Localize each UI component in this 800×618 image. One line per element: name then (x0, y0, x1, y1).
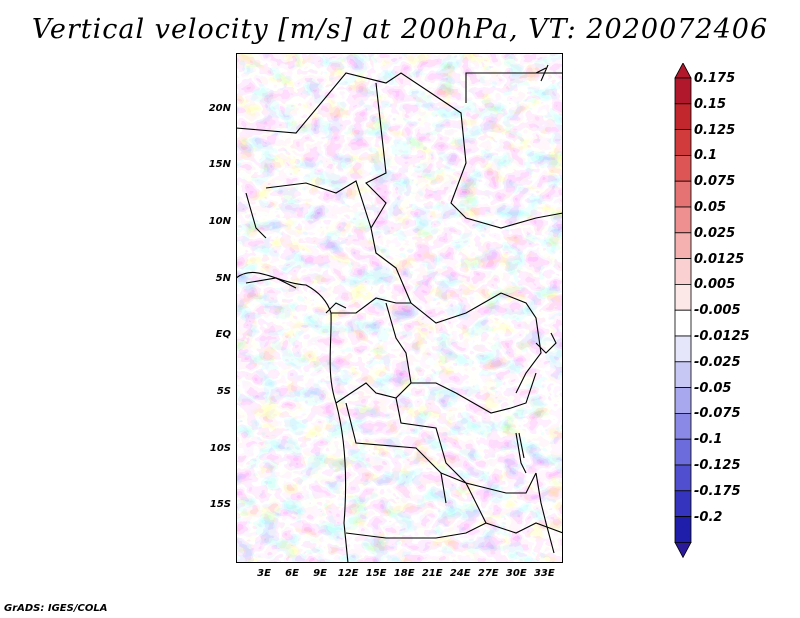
colorbar-segment (674, 283, 692, 311)
colorbar-segment (674, 103, 692, 130)
colorbar-level-label: 0.05 (694, 200, 727, 215)
grads-credit: GrADS: IGES/COLA (4, 603, 108, 614)
colorbar-segment (674, 155, 692, 182)
vertical-velocity-map (236, 53, 563, 563)
colorbar-level-label: -0.0125 (694, 329, 750, 344)
colorbar-level-label: -0.05 (694, 380, 732, 396)
colorbar-level-label: 0.005 (694, 277, 736, 293)
colorbar-level-label: -0.075 (694, 406, 741, 422)
colorbar (674, 63, 692, 559)
lat-tick-label: 10S (209, 442, 231, 454)
lat-tick-label: 5S (216, 386, 231, 397)
colorbar-level-label: -0.175 (694, 483, 741, 499)
map-frame (236, 53, 563, 563)
lon-tick-label: 12E (337, 568, 359, 579)
map-panel (236, 53, 563, 563)
colorbar-segment (674, 180, 692, 208)
lon-tick-label: 21E (421, 568, 443, 579)
colorbar-segment (674, 129, 692, 156)
colorbar-segment (674, 77, 692, 105)
colorbar-segment (674, 490, 692, 517)
lon-tick-label: 6E (285, 568, 299, 579)
lon-tick-label: 27E (477, 568, 499, 579)
colorbar-segment (674, 335, 692, 363)
chart-title: Vertical velocity [m/s] at 200hPa, VT: 2… (31, 14, 769, 45)
colorbar-level-label: 0.125 (694, 122, 736, 138)
colorbar-segment (674, 361, 692, 388)
lon-tick-label: 3E (257, 568, 271, 579)
lat-tick-label: 15N (208, 159, 231, 171)
colorbar-level-label: -0.005 (694, 303, 741, 319)
colorbar-segment (674, 387, 692, 414)
colorbar-level-label: 0.025 (694, 225, 736, 241)
colorbar-bottom-arrow (674, 541, 692, 559)
colorbar-segment (674, 309, 692, 337)
colorbar-level-label: 0.175 (694, 71, 736, 86)
colorbar-segment (674, 258, 692, 285)
colorbar-level-label: -0.2 (694, 509, 723, 525)
colorbar-segment (674, 464, 692, 492)
colorbar-segment (674, 206, 692, 234)
colorbar-segment (674, 232, 692, 260)
colorbar-level-label: 0.0125 (694, 251, 745, 267)
country-borders (236, 64, 563, 563)
lat-tick-label: 10N (208, 216, 231, 227)
lon-tick-label: 33E (533, 568, 555, 579)
lon-tick-label: 15E (365, 568, 387, 579)
lat-tick-label: EQ (215, 329, 231, 341)
colorbar-level-label: -0.125 (694, 458, 741, 473)
colorbar-segment (674, 412, 692, 440)
colorbar-top-arrow (674, 63, 692, 79)
lat-tick-label: 5N (215, 272, 231, 284)
velocity-field (236, 53, 563, 563)
lon-tick-label: 18E (393, 568, 415, 579)
colorbar-level-label: 0.075 (694, 174, 736, 190)
lat-tick-label: 20N (208, 102, 231, 114)
lon-tick-label: 9E (313, 568, 327, 579)
colorbar-segment (674, 438, 692, 466)
lon-tick-label: 24E (449, 568, 471, 579)
colorbar-level-label: 0.1 (694, 148, 718, 164)
colorbar-level-label: 0.15 (694, 96, 727, 112)
lon-tick-label: 30E (505, 568, 527, 579)
colorbar-segment (674, 516, 692, 543)
lat-tick-label: 15S (209, 499, 231, 511)
colorbar-level-label: -0.025 (694, 354, 741, 370)
colorbar-level-label: -0.1 (694, 432, 723, 448)
